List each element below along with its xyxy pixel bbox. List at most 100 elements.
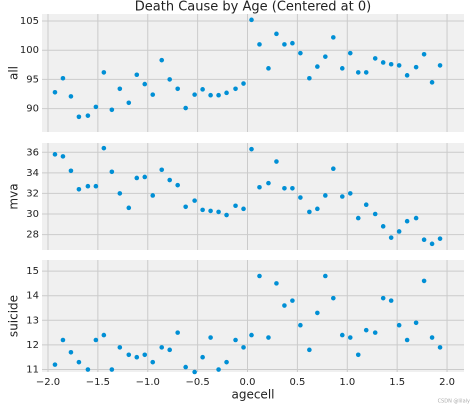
y-tick-label: 95 <box>26 74 39 85</box>
point <box>109 367 115 372</box>
point <box>142 352 148 358</box>
point <box>274 281 279 286</box>
point <box>282 42 287 47</box>
y-tick-label: 32 <box>26 188 39 199</box>
point <box>142 81 148 87</box>
point <box>150 359 156 365</box>
point <box>150 193 156 198</box>
point <box>323 273 328 279</box>
point <box>167 77 172 82</box>
point <box>372 330 378 335</box>
point <box>298 322 303 328</box>
point <box>323 54 328 59</box>
point <box>241 81 246 86</box>
point <box>76 186 82 192</box>
point <box>307 75 312 81</box>
point <box>282 303 287 308</box>
point <box>331 166 336 172</box>
point <box>249 146 254 152</box>
point <box>339 332 345 338</box>
point <box>126 205 132 211</box>
point <box>93 337 99 343</box>
point <box>150 92 156 97</box>
point <box>224 90 229 96</box>
point <box>372 56 378 61</box>
point <box>429 241 435 247</box>
point <box>68 94 74 99</box>
point <box>331 295 336 301</box>
point <box>388 61 394 67</box>
point <box>355 352 361 358</box>
x-tick-label: −2.0 <box>36 377 60 388</box>
point <box>192 92 197 97</box>
point <box>249 17 254 23</box>
point <box>200 87 205 92</box>
x-tick-label: −0.5 <box>185 377 209 388</box>
point <box>216 92 221 98</box>
point <box>183 364 188 370</box>
point <box>266 66 271 71</box>
point <box>421 237 427 243</box>
point <box>109 107 115 113</box>
point <box>192 198 197 203</box>
point <box>85 113 91 118</box>
point <box>290 298 295 303</box>
x-tick-label: −1.0 <box>136 377 160 388</box>
x-tick-label: 0.5 <box>289 377 305 388</box>
plot-area <box>42 260 464 372</box>
watermark: CSDN @lilaly <box>438 399 470 405</box>
y-tick-label: 100 <box>20 45 39 56</box>
point <box>421 52 427 57</box>
point <box>315 310 320 316</box>
point <box>298 195 303 200</box>
point <box>52 89 58 95</box>
point <box>208 335 213 340</box>
point <box>347 50 353 56</box>
point <box>68 350 74 355</box>
point <box>68 168 74 174</box>
point <box>101 145 107 151</box>
y-tick-label: 15 <box>26 266 39 277</box>
point <box>183 105 188 111</box>
x-tick-label: 0.0 <box>240 377 256 388</box>
point <box>167 347 172 353</box>
point <box>307 209 312 215</box>
x-tick-label: −1.5 <box>86 377 110 388</box>
point <box>85 367 91 372</box>
y-tick-label: 14 <box>26 291 39 302</box>
y-tick-label: 34 <box>26 168 39 179</box>
point <box>339 194 345 199</box>
x-tick-label: 2.0 <box>439 377 455 388</box>
point <box>233 86 238 92</box>
y-tick-label: 13 <box>26 315 39 326</box>
point <box>76 359 82 365</box>
point <box>175 330 180 335</box>
point <box>404 337 410 343</box>
point <box>183 204 188 210</box>
point <box>93 183 99 189</box>
point <box>142 174 148 180</box>
point <box>134 72 140 78</box>
y-tick-label: 12 <box>26 340 39 351</box>
point <box>355 70 361 75</box>
point <box>192 369 197 375</box>
point <box>257 42 262 47</box>
point <box>175 182 180 188</box>
point <box>200 207 205 213</box>
x-axis-label: agecell <box>231 388 274 402</box>
point <box>404 73 410 78</box>
point <box>413 64 419 70</box>
point <box>363 70 369 75</box>
point <box>134 175 140 181</box>
point <box>159 345 165 350</box>
point <box>290 185 295 191</box>
point <box>224 212 229 218</box>
point <box>396 63 402 68</box>
point <box>355 215 361 221</box>
point <box>413 215 419 221</box>
point <box>323 193 328 198</box>
point <box>175 86 180 92</box>
y-tick-label: 90 <box>26 104 39 115</box>
point <box>380 60 386 65</box>
point <box>134 354 140 360</box>
